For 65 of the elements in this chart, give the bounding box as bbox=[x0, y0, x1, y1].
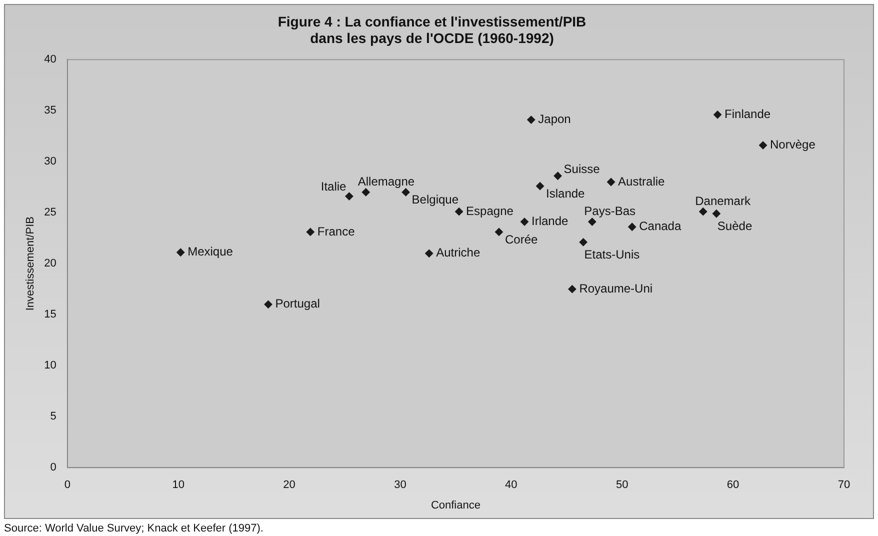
y-tick-label: 10 bbox=[44, 360, 56, 372]
point bbox=[628, 222, 636, 231]
data-label: Norvège bbox=[770, 138, 816, 152]
x-tick-label: 70 bbox=[838, 479, 850, 492]
y-tick-label: 30 bbox=[44, 156, 56, 168]
data-label: Irlande bbox=[532, 214, 569, 228]
y-tick-label: 25 bbox=[44, 206, 56, 219]
data-label: Belgique bbox=[412, 192, 459, 207]
point bbox=[699, 208, 708, 216]
x-tick-label: 10 bbox=[172, 479, 184, 492]
y-tick-label: 35 bbox=[44, 104, 56, 117]
point bbox=[345, 192, 354, 200]
point bbox=[176, 248, 185, 256]
data-label: Autriche bbox=[436, 246, 480, 260]
y-tick-label: 40 bbox=[44, 54, 56, 66]
y-axis-title: Investissement/PIB bbox=[24, 216, 37, 311]
point bbox=[759, 141, 768, 150]
point bbox=[402, 188, 410, 196]
point bbox=[536, 182, 544, 190]
data-label: Suisse bbox=[564, 162, 600, 176]
y-tick-label: 0 bbox=[50, 462, 56, 474]
point bbox=[712, 210, 720, 218]
x-tick-label: 20 bbox=[283, 479, 296, 492]
point bbox=[527, 116, 536, 124]
x-tick-label: 40 bbox=[505, 479, 518, 492]
y-tick-label: 20 bbox=[44, 258, 56, 270]
point bbox=[494, 228, 503, 236]
point bbox=[425, 249, 434, 258]
data-label: Italie bbox=[320, 180, 347, 194]
data-label: Royaume-Uni bbox=[579, 281, 653, 296]
point bbox=[520, 218, 528, 226]
y-tick-label: 15 bbox=[44, 308, 56, 321]
data-label: Mexique bbox=[188, 244, 234, 259]
data-label: Allemagne bbox=[358, 174, 415, 189]
point bbox=[455, 208, 464, 216]
data-label: Danemark bbox=[695, 194, 752, 208]
data-label: Japon bbox=[538, 112, 571, 126]
point bbox=[607, 178, 616, 186]
data-label: Etats-Unis bbox=[584, 247, 640, 262]
data-label: Corée bbox=[504, 232, 538, 246]
data-label: Suède bbox=[717, 218, 752, 233]
chart-title: Figure 4 : La confiance et l'investissement/PIB dans les pays de l'OCDE (1960-1992) bbox=[278, 13, 586, 46]
point bbox=[568, 285, 576, 294]
data-label: Canada bbox=[639, 219, 682, 234]
data-label: Finlande bbox=[724, 106, 771, 121]
point bbox=[588, 218, 596, 226]
point bbox=[714, 110, 722, 119]
point bbox=[264, 300, 272, 308]
x-axis-title: Confiance bbox=[430, 499, 480, 512]
data-label: France bbox=[317, 224, 356, 238]
x-tick-label: 60 bbox=[726, 479, 740, 492]
point bbox=[306, 228, 314, 236]
x-tick-label: 50 bbox=[616, 479, 628, 492]
x-tick-label: 0 bbox=[64, 479, 70, 492]
point bbox=[579, 238, 588, 246]
data-label: Espagne bbox=[466, 204, 514, 218]
data-label: Pays-Bas bbox=[584, 204, 636, 218]
y-tick-label: 5 bbox=[50, 410, 56, 423]
x-tick-label: 30 bbox=[394, 479, 406, 492]
point bbox=[362, 188, 370, 196]
data-label: Portugal bbox=[275, 296, 320, 311]
data-label: Islande bbox=[546, 186, 586, 200]
source-note: Source: World Value Survey; Knack et Keefer (1997). bbox=[4, 522, 264, 535]
data-label: Australie bbox=[618, 174, 666, 188]
point bbox=[554, 172, 562, 180]
